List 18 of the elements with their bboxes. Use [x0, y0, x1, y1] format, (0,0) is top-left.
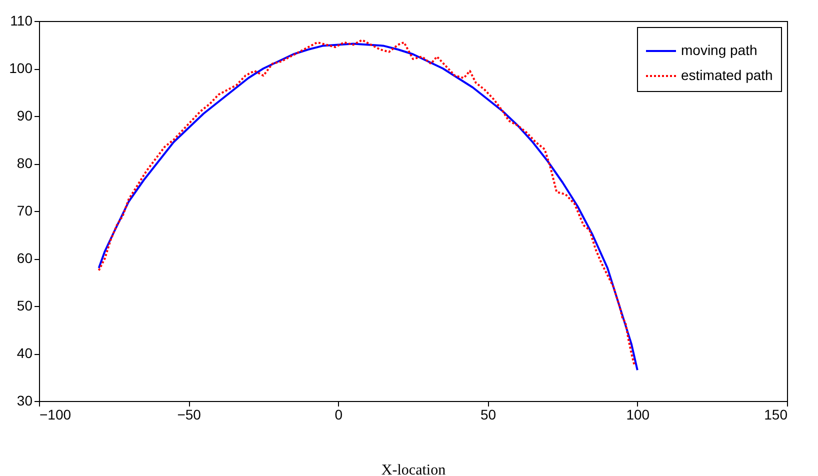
y-tick-label: 60 — [16, 250, 33, 266]
x-tick-label: −50 — [177, 406, 202, 422]
x-tick-label: 100 — [626, 406, 650, 422]
y-tick-label: 110 — [10, 12, 33, 28]
y-tick-label: 30 — [16, 392, 33, 408]
legend-label: estimated path — [681, 67, 773, 83]
y-tick-label: 70 — [16, 202, 33, 218]
y-tick-label: 50 — [16, 298, 33, 314]
y-tick-label: 80 — [16, 155, 33, 171]
y-tick-label: 100 — [9, 60, 33, 76]
y-tick-label: 40 — [16, 345, 33, 361]
legend-label: moving path — [681, 42, 758, 58]
x-tick-label: 0 — [334, 406, 343, 422]
x-axis-title: X-location — [381, 462, 446, 476]
x-tick-label: 150 — [764, 406, 788, 422]
y-tick-label: 90 — [16, 108, 33, 124]
x-tick-label: −100 — [40, 406, 72, 422]
x-tick-label: 50 — [480, 406, 496, 422]
